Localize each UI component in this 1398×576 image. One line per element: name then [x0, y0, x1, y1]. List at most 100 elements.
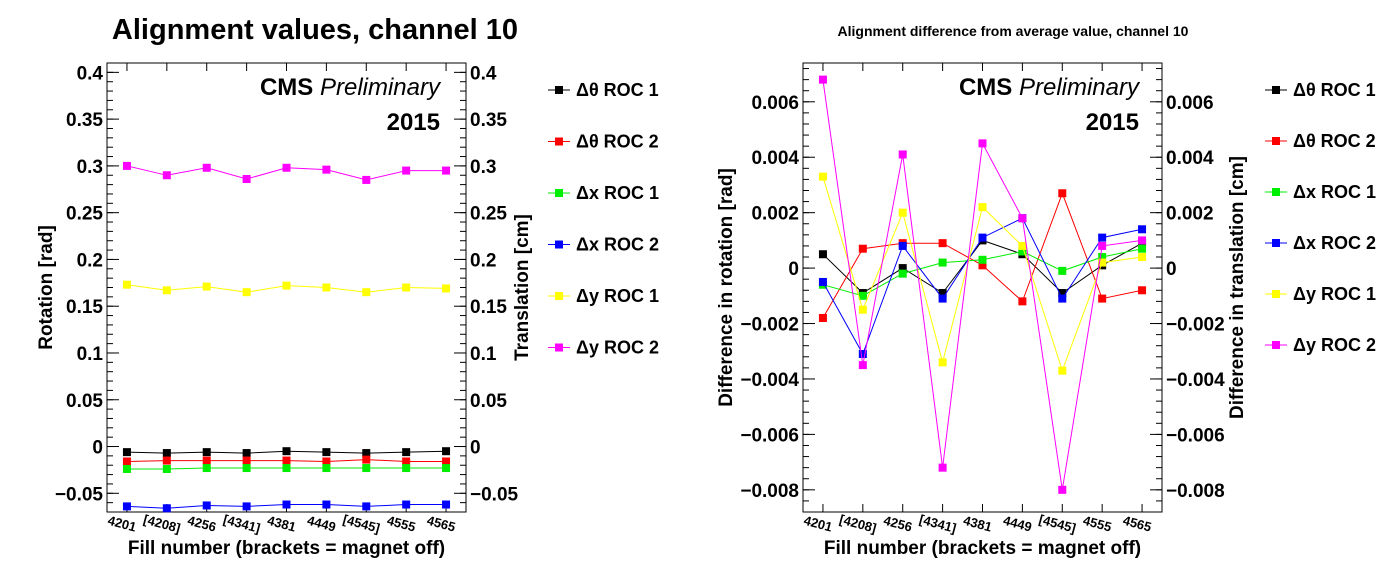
y-tick-label: 0.2	[77, 250, 103, 271]
y-axis-label: Rotation [rad]	[36, 225, 57, 350]
legend-marker	[1272, 86, 1280, 94]
data-point	[282, 464, 291, 473]
data-point	[402, 464, 411, 473]
x-tick-label: 4449	[306, 513, 338, 535]
legend-entry: Δθ ROC 2	[1265, 131, 1376, 151]
cms-year: 2015	[387, 109, 440, 136]
data-point	[122, 464, 131, 473]
y2-tick-label: 0.2	[470, 250, 496, 271]
data-point	[1018, 297, 1027, 306]
data-point	[938, 239, 947, 248]
x-tick-label: 4381	[962, 513, 994, 535]
data-point	[402, 448, 411, 457]
legend-entry: Δy ROC 1	[1265, 284, 1376, 304]
y2-tick-label: 0.25	[470, 204, 507, 225]
data-point	[202, 501, 211, 510]
data-point	[898, 264, 907, 273]
y2-tick-label: −0.004	[1166, 370, 1225, 391]
data-point	[898, 208, 907, 217]
data-point	[818, 250, 827, 259]
y2-tick-label: 0.004	[1166, 148, 1214, 169]
data-point	[242, 288, 251, 297]
data-point	[1098, 294, 1107, 303]
legend-marker	[1272, 341, 1280, 349]
y-tick-label: 0.1	[77, 344, 104, 365]
legend-entry: Δy ROC 2	[1265, 335, 1376, 355]
data-point	[122, 448, 131, 457]
legend-entry: Δy ROC 1	[548, 286, 659, 306]
y-tick-label: −0.004	[740, 370, 799, 391]
series-5	[122, 280, 451, 297]
data-point	[202, 448, 211, 457]
data-point	[858, 244, 867, 253]
data-point	[1098, 233, 1107, 242]
data-point	[242, 456, 251, 465]
x-tick-label: 4201	[802, 513, 834, 535]
legend-marker	[555, 240, 563, 249]
y-tick-label: 0.4	[77, 63, 104, 84]
y-tick-label: 0	[788, 259, 799, 280]
legend-label: Δθ ROC 2	[1293, 131, 1376, 151]
data-point	[202, 456, 211, 465]
y-tick-label: 0.35	[66, 110, 103, 131]
data-point	[898, 269, 907, 278]
data-point	[362, 455, 371, 464]
x-tick-label: 4449	[1002, 513, 1034, 535]
chart-1: Alignment values, channel 10 −0.05 −0.05 0 0…	[36, 14, 659, 559]
legend-entry: Δy ROC 2	[548, 338, 659, 358]
data-point	[402, 166, 411, 175]
y2-axis-label: Translation [cm]	[512, 214, 533, 361]
data-point	[162, 449, 171, 458]
cms-annotation: CMS Preliminary	[260, 74, 442, 101]
data-point	[938, 294, 947, 303]
data-point	[242, 502, 251, 511]
data-point	[162, 464, 171, 473]
y-tick-label: −0.05	[55, 484, 104, 505]
legend-entry: Δx ROC 2	[548, 235, 659, 255]
legend-marker	[1272, 137, 1280, 145]
x-tick-label: 4565	[1121, 513, 1153, 535]
series-5	[818, 172, 1147, 375]
data-point	[322, 457, 331, 466]
data-point	[1058, 294, 1067, 303]
data-point	[162, 286, 171, 295]
data-point	[938, 463, 947, 472]
data-point	[282, 447, 291, 456]
series-6	[122, 161, 451, 184]
legend-label: Δθ ROC 2	[576, 132, 659, 152]
legend-label: Δx ROC 1	[576, 183, 659, 203]
y2-tick-label: −0.006	[1166, 425, 1225, 446]
data-point	[362, 502, 371, 511]
legend-label: Δθ ROC 1	[576, 80, 659, 100]
data-point	[858, 305, 867, 314]
y2-tick-label: 0	[1166, 259, 1177, 280]
legend-entry: Δθ ROC 1	[548, 80, 659, 100]
data-point	[322, 283, 331, 292]
legend-marker	[1272, 239, 1280, 247]
legend-label: Δy ROC 2	[576, 338, 659, 358]
legend-marker	[1272, 188, 1280, 196]
legend-label: Δx ROC 2	[1293, 233, 1376, 253]
cms-preliminary: Preliminary	[1019, 74, 1141, 101]
y2-tick-label: 0.4	[470, 63, 497, 84]
y-tick-label: 0.002	[751, 204, 799, 225]
data-point	[322, 448, 331, 457]
y-tick-label: −0.002	[740, 315, 799, 336]
chart-title: Alignment difference from average value,…	[838, 23, 1189, 39]
legend-entry: Δx ROC 1	[1265, 182, 1376, 202]
data-point	[442, 464, 451, 473]
y-tick-label: 0.25	[66, 204, 103, 225]
data-point	[1058, 189, 1067, 198]
data-point	[1018, 241, 1027, 250]
y2-tick-label: 0.35	[470, 110, 507, 131]
data-point	[898, 241, 907, 250]
legend-label: Δx ROC 2	[576, 235, 659, 255]
cms-annotation: CMS Preliminary	[959, 74, 1141, 101]
y2-tick-label: 0.15	[470, 297, 507, 318]
data-point	[1138, 225, 1147, 234]
y-tick-label: 0.006	[751, 93, 799, 114]
legend-entry: Δx ROC 1	[548, 183, 659, 203]
data-point	[1138, 253, 1147, 262]
